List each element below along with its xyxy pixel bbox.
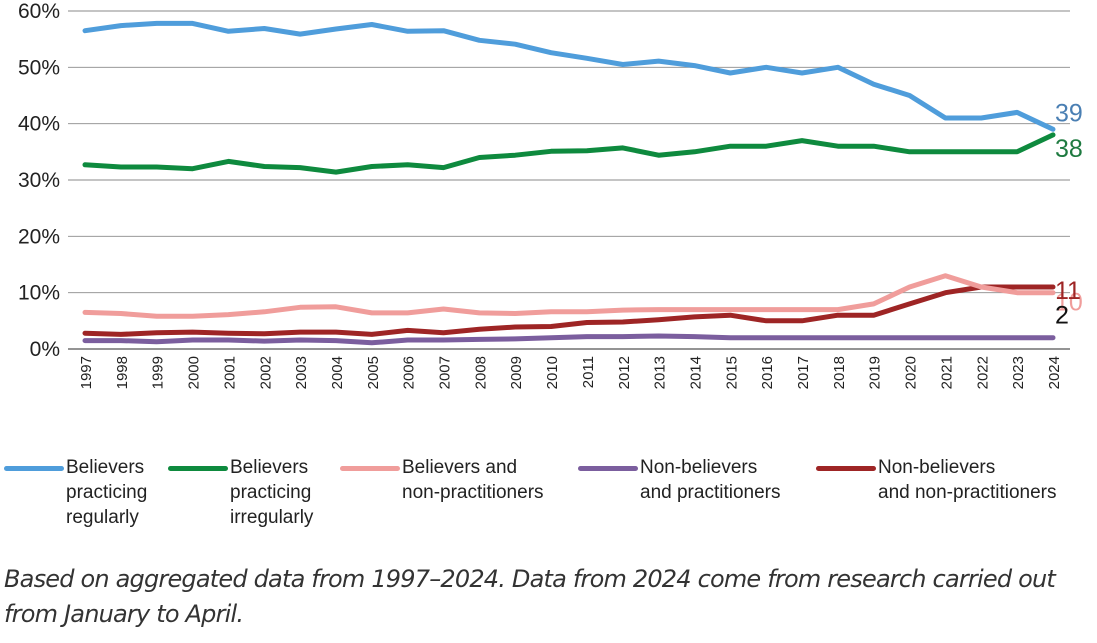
x-tick-label: 2017 bbox=[795, 356, 812, 389]
legend-item-nonbelievers-nonpractitioners: Non-believers and non-practitioners bbox=[816, 455, 1057, 505]
legend-item-believers-regular: Believers practicing regularly bbox=[4, 455, 147, 530]
x-tick-label: 1999 bbox=[150, 356, 167, 389]
x-tick-label: 2007 bbox=[437, 356, 454, 389]
x-tick-label: 1998 bbox=[114, 356, 131, 389]
end-value-label: 10 bbox=[1055, 289, 1083, 317]
series-line bbox=[82, 132, 1056, 175]
legend-item-believers-nonpractitioners: Believers and non-practitioners bbox=[340, 455, 544, 505]
x-tick-label: 2019 bbox=[867, 356, 884, 389]
x-tick-label: 2018 bbox=[831, 356, 848, 389]
legend-item-believers-irregular: Believers practicing irregularly bbox=[168, 455, 313, 530]
end-value-label: 39 bbox=[1055, 99, 1083, 127]
x-axis-tick-labels: 1997 1998 1999 2000 2001 2002 2003 2004 2005 2006… bbox=[78, 356, 1063, 389]
x-tick-label: 2003 bbox=[293, 356, 310, 389]
x-tick-label: 2005 bbox=[365, 356, 382, 389]
x-tick-label: 2014 bbox=[687, 356, 704, 389]
x-tick-label: 2015 bbox=[723, 356, 740, 389]
y-tick-label: 10% bbox=[18, 282, 60, 305]
legend-swatch bbox=[578, 466, 638, 471]
x-tick-label: 2022 bbox=[974, 356, 991, 389]
x-tick-label: 2002 bbox=[257, 356, 274, 389]
y-tick-label: 30% bbox=[18, 169, 60, 192]
series-line bbox=[82, 273, 1056, 319]
x-tick-label: 2004 bbox=[329, 356, 346, 389]
line-chart: 0% 10% 20% 30% 40% 50% 60% 1997 1998 1999 2000 200… bbox=[18, 0, 1083, 389]
y-tick-label: 40% bbox=[18, 113, 60, 136]
x-tick-label: 2012 bbox=[616, 356, 633, 389]
x-tick-label: 2011 bbox=[580, 356, 597, 388]
legend-swatch bbox=[340, 466, 400, 471]
y-axis-tick-labels: 0% 10% 20% 30% 40% 50% 60% bbox=[18, 0, 60, 361]
legend: Believers practicing regularly Believers… bbox=[0, 455, 1097, 535]
series-line bbox=[82, 20, 1056, 132]
x-tick-label: 2013 bbox=[652, 356, 669, 389]
x-tick-label: 2016 bbox=[759, 356, 776, 389]
x-tick-label: 2008 bbox=[472, 356, 489, 389]
end-value-label: 2 bbox=[1055, 302, 1069, 330]
legend-item-nonbelievers-practitioners: Non-believers and practitioners bbox=[578, 455, 780, 505]
x-tick-label: 2000 bbox=[186, 356, 203, 389]
footnote: Based on aggregated data from 1997–2024.… bbox=[4, 565, 1056, 628]
series-line bbox=[82, 333, 1056, 346]
x-tick-label: 2010 bbox=[544, 356, 561, 389]
end-value-label: 11 bbox=[1055, 277, 1081, 305]
x-tick-label: 1997 bbox=[78, 356, 95, 389]
legend-swatch bbox=[816, 466, 876, 471]
x-tick-label: 2006 bbox=[401, 356, 418, 389]
legend-label: Believers practicing regularly bbox=[66, 457, 148, 528]
y-tick-label: 0% bbox=[30, 338, 60, 361]
y-tick-label: 50% bbox=[18, 56, 60, 79]
x-tick-label: 2001 bbox=[221, 356, 238, 389]
series-line bbox=[82, 284, 1056, 337]
series-lines bbox=[82, 20, 1056, 346]
x-tick-label: 2020 bbox=[903, 356, 920, 389]
legend-label: Non-believers and non-practitioners bbox=[878, 457, 1057, 503]
end-value-label: 38 bbox=[1055, 135, 1083, 163]
legend-label: Non-believers and practitioners bbox=[640, 457, 781, 503]
legend-label: Believers practicing irregularly bbox=[230, 457, 314, 528]
legend-label: Believers and non-practitioners bbox=[402, 457, 544, 503]
x-tick-label: 2009 bbox=[508, 356, 525, 389]
y-tick-label: 60% bbox=[18, 0, 60, 23]
legend-swatch bbox=[4, 466, 64, 471]
x-tick-label: 2023 bbox=[1010, 356, 1027, 389]
x-tick-label: 2021 bbox=[938, 356, 955, 389]
legend-swatch bbox=[168, 466, 228, 471]
y-tick-label: 20% bbox=[18, 225, 60, 248]
x-tick-label: 2024 bbox=[1046, 356, 1063, 389]
gridlines bbox=[68, 10, 1070, 350]
